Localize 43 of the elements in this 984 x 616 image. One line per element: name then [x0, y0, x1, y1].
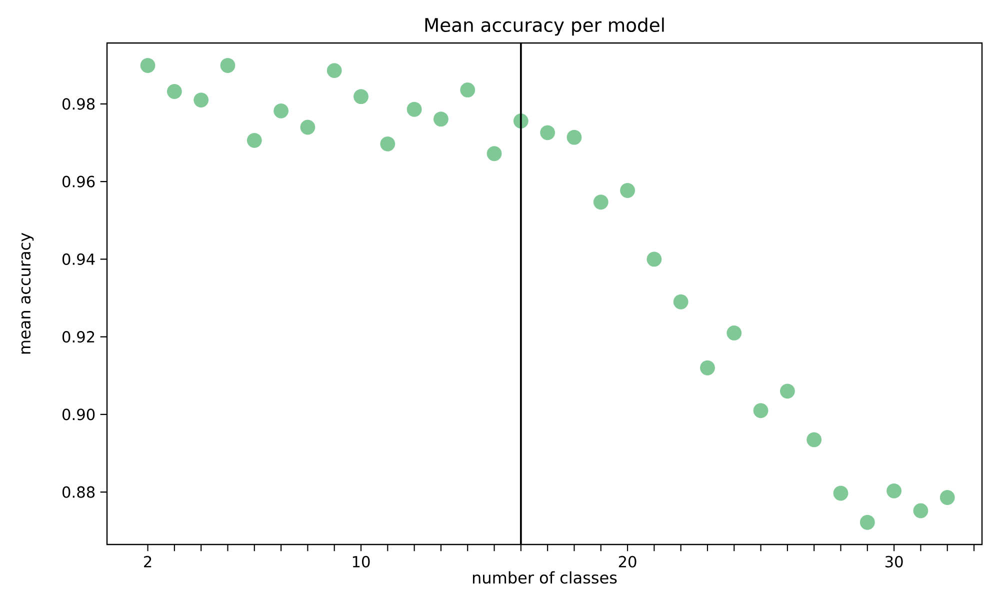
point — [540, 125, 556, 140]
point — [380, 136, 396, 152]
point — [140, 58, 156, 73]
point — [646, 252, 662, 267]
point — [940, 490, 955, 505]
point — [860, 514, 875, 530]
point — [886, 483, 902, 498]
point — [460, 82, 476, 98]
point — [354, 89, 368, 104]
point — [246, 132, 262, 148]
y-axis-title: mean accuracy — [21, 232, 34, 354]
point — [620, 183, 635, 198]
point — [406, 102, 422, 117]
x-tick-label: 2 — [144, 556, 152, 568]
x-tick-label: 30 — [885, 556, 903, 568]
point — [274, 103, 289, 118]
y-tick-label: 0.90 — [62, 408, 95, 420]
y-tick-label: 0.98 — [62, 98, 95, 110]
x-tick-label: 10 — [352, 556, 370, 568]
point — [486, 146, 502, 162]
point — [220, 58, 236, 73]
chart-title: Mean accuracy per model — [425, 18, 664, 36]
point — [166, 84, 182, 99]
point — [566, 130, 582, 145]
y-tick-label: 0.88 — [62, 486, 95, 498]
point — [194, 92, 209, 108]
point — [326, 63, 342, 78]
y-tick-label: 0.92 — [62, 331, 94, 343]
x-axis-title: number of classes — [472, 571, 617, 584]
point — [300, 120, 316, 135]
point — [700, 360, 715, 376]
point — [913, 503, 928, 518]
point — [433, 112, 448, 127]
point — [780, 384, 795, 399]
point — [833, 486, 848, 501]
point — [593, 194, 608, 210]
point — [806, 432, 822, 448]
point — [673, 294, 688, 310]
point — [753, 403, 768, 418]
y-tick-label: 0.96 — [62, 176, 95, 188]
point — [726, 325, 742, 340]
x-tick-label: 20 — [618, 556, 636, 568]
y-tick-label: 0.94 — [62, 253, 95, 265]
